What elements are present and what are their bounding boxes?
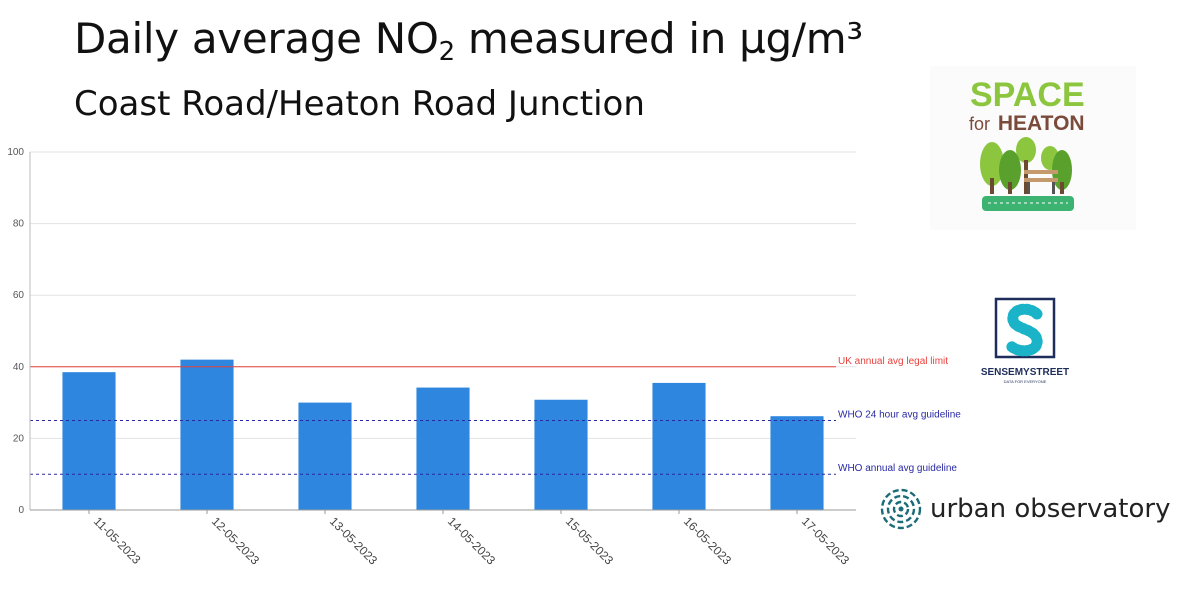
urban-observatory-logo-graphic: urban observatory (880, 488, 1171, 530)
y-tick-label: 40 (13, 362, 25, 373)
x-tick-label: 16-05-2023 (681, 514, 735, 568)
reference-line-layer: UK annual avg legal limit WHO 24 hour avg… (30, 356, 961, 475)
x-tick-label: 12-05-2023 (209, 514, 263, 568)
bar-16-05-2023 (652, 382, 706, 510)
sms-logo-tagline: DATA FOR EVERYONE (1004, 379, 1047, 384)
urban-observatory-logo: urban observatory (878, 486, 1178, 532)
uo-logo-text: urban observatory (930, 494, 1171, 524)
x-tick-label: 13-05-2023 (327, 514, 381, 568)
x-tick-label: 15-05-2023 (563, 514, 617, 568)
sms-logo-brand: SENSEMYSTREET (981, 367, 1069, 378)
bar-12-05-2023 (180, 359, 234, 510)
sensemystreet-logo: SENSEMYSTREET DATA FOR EVERYONE (975, 296, 1075, 386)
sfh-logo-line1: SPACE (970, 76, 1085, 114)
y-tick-label: 80 (13, 219, 25, 230)
y-tick-label: 0 (18, 505, 24, 516)
y-tick-label: 60 (13, 290, 25, 301)
reference-line-label-2: WHO annual avg guideline (838, 463, 957, 474)
space-for-heaton-logo: SPACE for HEATON (930, 66, 1136, 230)
x-tick-label: 17-05-2023 (799, 514, 853, 568)
y-tick-label: 100 (7, 147, 24, 158)
bar-14-05-2023 (416, 387, 470, 510)
chart-subtitle: Coast Road/Heaton Road Junction (74, 84, 645, 124)
space-for-heaton-logo-graphic: SPACE for HEATON (969, 76, 1085, 211)
title-prefix: Daily average NO (74, 14, 439, 63)
x-tick-label: 14-05-2023 (445, 514, 499, 568)
title-subscript: 2 (438, 37, 456, 67)
x-tick-label: 11-05-2023 (91, 514, 144, 567)
reference-line-label-0: UK annual avg legal limit (838, 356, 948, 367)
bar-11-05-2023 (62, 372, 116, 510)
sfh-logo-for: for (969, 114, 990, 134)
sfh-logo-heaton: HEATON (998, 112, 1085, 135)
svg-text:for HEATON: for HEATON (969, 112, 1085, 135)
y-tick-label: 20 (13, 433, 25, 444)
bar-layer (62, 359, 824, 510)
bar-17-05-2023 (770, 416, 824, 510)
bar-15-05-2023 (534, 399, 588, 510)
sensemystreet-logo-graphic: SENSEMYSTREET DATA FOR EVERYONE (981, 297, 1069, 384)
reference-line-label-1: WHO 24 hour avg guideline (838, 410, 961, 421)
bar-13-05-2023 (298, 402, 352, 510)
chart-title: Daily average NO2 measured in µg/m³ (74, 14, 863, 65)
title-suffix: measured in µg/m³ (454, 14, 863, 63)
